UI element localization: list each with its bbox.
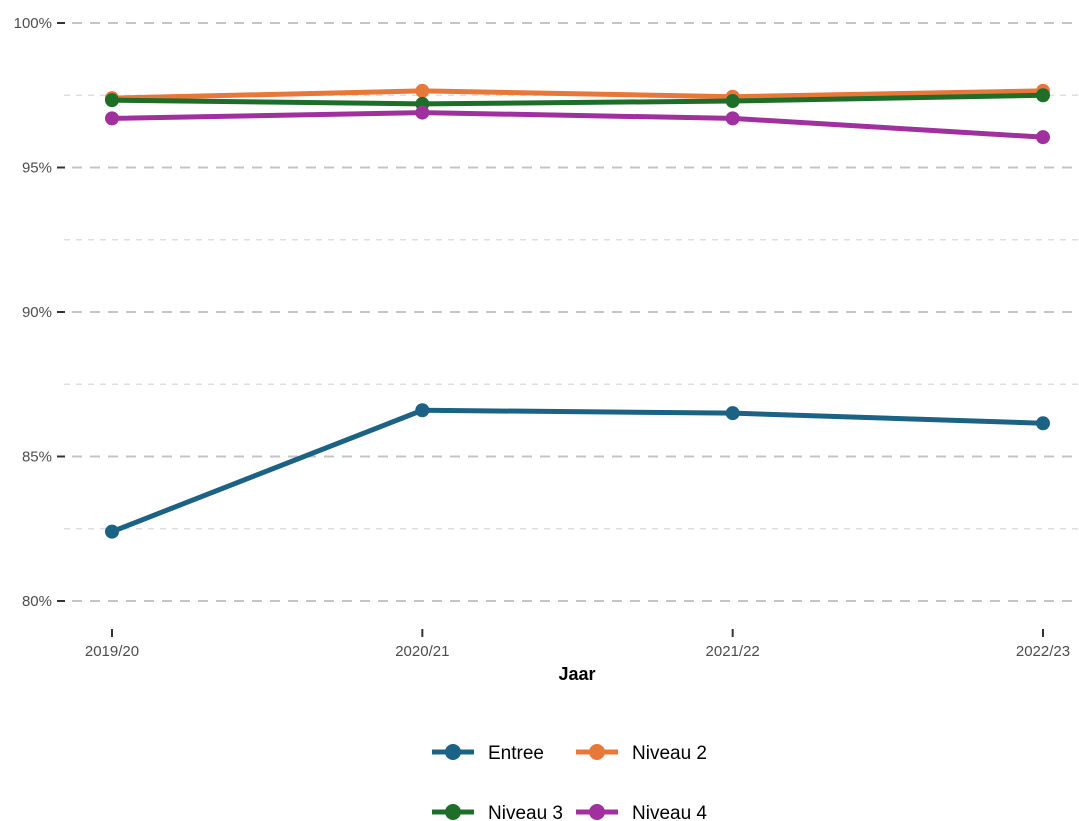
data-point-niveau-3-3 — [1036, 88, 1050, 103]
y-tick-label-0: 80% — [22, 593, 52, 610]
data-point-entree-3 — [1036, 416, 1050, 431]
gridlines — [64, 22, 1079, 602]
data-point-entree-2 — [725, 406, 740, 421]
series-line-niveau-2 — [109, 88, 1046, 101]
data-point-niveau-4-3 — [1036, 130, 1050, 145]
legend-item-niveau-3: Niveau 3 — [432, 803, 563, 821]
data-point-niveau-4-1 — [415, 105, 430, 120]
x-tick-label-3: 2022/23 — [1016, 643, 1070, 660]
y-tick-label-1: 85% — [22, 449, 52, 466]
y-axis: 80% 85% 90% 95% 100% — [14, 15, 65, 610]
legend-key-point-entree — [445, 744, 461, 760]
legend-item-entree: Entree — [432, 743, 544, 764]
data-point-niveau-2-1 — [415, 83, 430, 98]
y-tick-label-3: 95% — [22, 160, 52, 177]
legend-item-niveau-2: Niveau 2 — [576, 743, 707, 764]
y-tick-label-2: 90% — [22, 304, 52, 321]
legend-label-niveau-4: Niveau 4 — [632, 803, 707, 821]
legend-label-niveau-2: Niveau 2 — [632, 743, 707, 764]
series-layer — [105, 83, 1050, 539]
data-point-niveau-4-2 — [725, 111, 740, 126]
data-point-niveau-3-2 — [725, 94, 740, 109]
data-point-entree-0 — [105, 524, 119, 539]
x-tick-label-1: 2020/21 — [395, 643, 449, 660]
legend: Entree Niveau 2 Niveau 3 Niveau 4 — [432, 743, 707, 821]
data-point-entree-1 — [415, 403, 430, 418]
series-entree — [105, 403, 1050, 539]
series-line-niveau-3 — [109, 92, 1046, 107]
legend-item-niveau-4: Niveau 4 — [576, 803, 707, 821]
series-niveau-4 — [105, 105, 1050, 145]
x-axis-title: Jaar — [558, 664, 595, 684]
legend-label-entree: Entree — [488, 743, 544, 764]
legend-label-niveau-3: Niveau 3 — [488, 803, 563, 821]
y-tick-label-4: 100% — [14, 15, 52, 32]
series-niveau-3 — [105, 88, 1050, 111]
series-line-entree — [109, 407, 1046, 535]
legend-key-point-niveau-4 — [589, 804, 605, 820]
x-axis: 2019/20 2020/21 2021/22 2022/23 — [85, 629, 1070, 660]
data-point-niveau-3-0 — [105, 93, 119, 108]
x-tick-label-2: 2021/22 — [706, 643, 760, 660]
x-tick-label-0: 2019/20 — [85, 643, 139, 660]
legend-key-point-niveau-2 — [589, 744, 605, 760]
series-line-niveau-4 — [109, 110, 1046, 140]
data-point-niveau-4-0 — [105, 111, 119, 126]
legend-key-point-niveau-3 — [445, 804, 461, 820]
